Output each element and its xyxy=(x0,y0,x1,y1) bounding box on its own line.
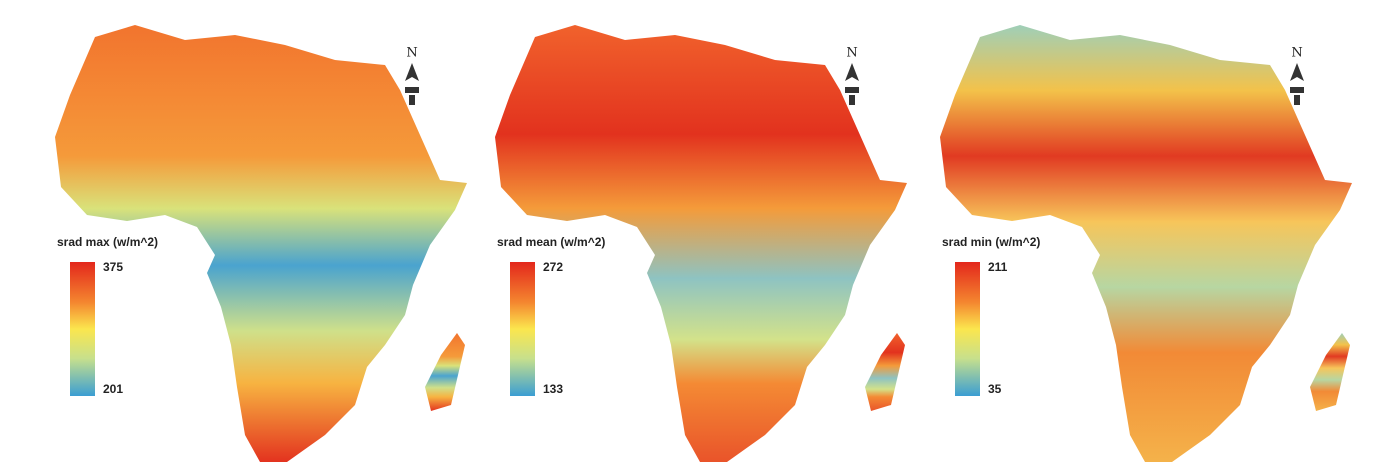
color-bar xyxy=(955,262,980,396)
north-label: N xyxy=(846,46,857,61)
color-bar xyxy=(70,262,95,396)
madagascar xyxy=(1310,333,1350,411)
north-arrow xyxy=(845,63,859,105)
legend-min: 133 xyxy=(543,382,563,396)
color-bar xyxy=(510,262,535,396)
north-arrow xyxy=(1290,63,1304,105)
legend-title: srad mean (w/m^2) xyxy=(497,235,605,249)
north-arrow xyxy=(405,63,419,105)
legend-max: 211 xyxy=(988,260,1008,274)
madagascar xyxy=(425,333,465,411)
madagascar xyxy=(865,333,905,411)
north-label: N xyxy=(1291,46,1302,61)
legend-max: 375 xyxy=(103,260,123,274)
legend-min: 35 xyxy=(988,382,1002,396)
legend-title: srad min (w/m^2) xyxy=(942,235,1040,249)
legend-min: 201 xyxy=(103,382,123,396)
legend-title: srad max (w/m^2) xyxy=(57,235,158,249)
north-label: N xyxy=(406,46,417,61)
legend-max: 272 xyxy=(543,260,563,274)
